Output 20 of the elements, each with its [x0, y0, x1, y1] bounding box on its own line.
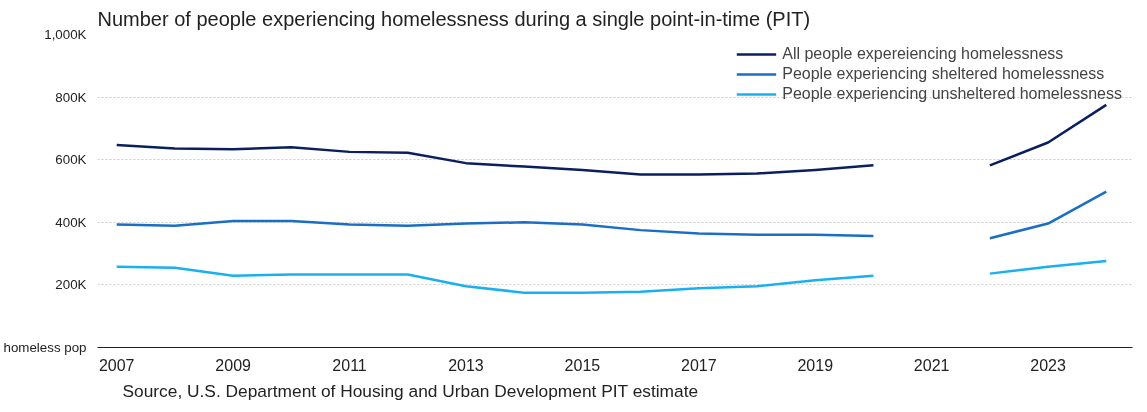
y-tick-label: 200K: [55, 277, 87, 293]
y-tick-label: 400K: [55, 214, 87, 230]
x-tick-label: 2021: [913, 356, 950, 374]
x-tick-label: 2023: [1030, 356, 1066, 374]
legend-label: People experiencing sheltered homelessness: [782, 65, 1105, 83]
x-tick-label: 2019: [797, 356, 834, 374]
legend-label: All people expereiencing homelessness: [782, 45, 1064, 63]
x-tick-label: 2013: [448, 356, 484, 374]
source-note: Source, U.S. Department of Housing and Urban Development PIT estimate: [122, 380, 699, 401]
x-tick-label: 2017: [681, 356, 717, 374]
x-tick-label: 2007: [98, 356, 135, 374]
y-tick-label: 1,000K: [44, 27, 87, 42]
y-tick-label: 800K: [55, 89, 87, 105]
x-tick-label: 2011: [332, 356, 367, 374]
x-tick-label: 2015: [564, 356, 601, 374]
y-tick-label: 600K: [55, 152, 87, 168]
y-tick-label: homeless pop: [3, 340, 87, 355]
x-tick-label: 2009: [215, 356, 252, 374]
legend-label: People experiencing unsheltered homelessness: [782, 85, 1122, 103]
chart-title: Number of people experiencing homelessness during a single point-in-time (PIT): [97, 7, 811, 30]
